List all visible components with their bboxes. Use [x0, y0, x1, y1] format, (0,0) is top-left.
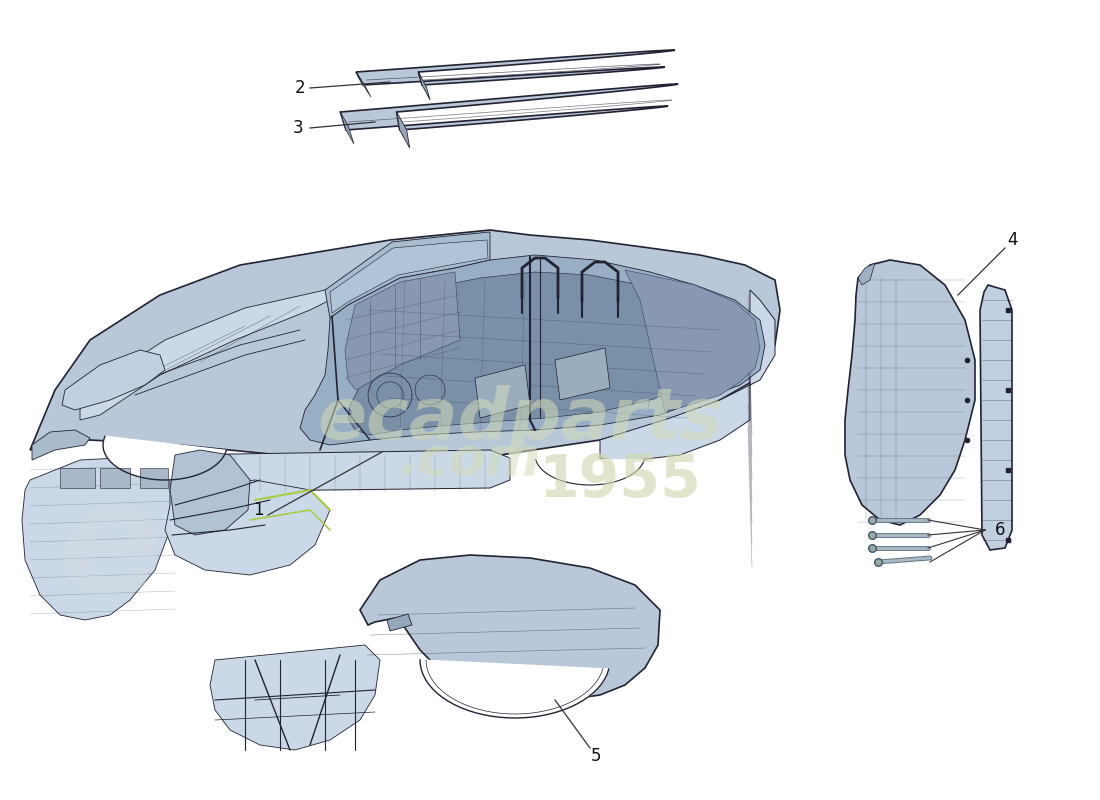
- Polygon shape: [140, 468, 168, 488]
- Polygon shape: [103, 436, 227, 480]
- Polygon shape: [556, 348, 610, 400]
- Polygon shape: [387, 614, 412, 631]
- Polygon shape: [345, 272, 460, 390]
- Polygon shape: [356, 50, 675, 85]
- Polygon shape: [30, 230, 780, 460]
- Polygon shape: [418, 72, 430, 100]
- Polygon shape: [170, 450, 510, 492]
- Polygon shape: [165, 480, 330, 575]
- Text: 2: 2: [295, 79, 306, 97]
- Polygon shape: [32, 430, 90, 460]
- Polygon shape: [360, 555, 660, 700]
- Polygon shape: [340, 112, 354, 144]
- Polygon shape: [22, 455, 175, 620]
- Text: 1955: 1955: [539, 451, 702, 509]
- Text: 4: 4: [1006, 231, 1018, 249]
- Polygon shape: [845, 260, 975, 525]
- Text: ecadparts: ecadparts: [317, 386, 723, 454]
- Polygon shape: [330, 240, 488, 313]
- Text: .com: .com: [398, 434, 541, 486]
- Polygon shape: [100, 468, 130, 488]
- Polygon shape: [300, 255, 764, 445]
- Polygon shape: [348, 272, 720, 435]
- Text: 5: 5: [591, 747, 602, 765]
- Polygon shape: [980, 285, 1012, 550]
- Polygon shape: [80, 290, 340, 420]
- Text: 3: 3: [293, 119, 304, 137]
- Polygon shape: [210, 645, 380, 750]
- Polygon shape: [420, 660, 608, 718]
- Polygon shape: [536, 460, 645, 485]
- Polygon shape: [60, 468, 95, 488]
- Polygon shape: [475, 365, 530, 418]
- Polygon shape: [625, 270, 760, 412]
- Polygon shape: [62, 350, 165, 410]
- Polygon shape: [170, 450, 250, 535]
- Polygon shape: [356, 72, 371, 97]
- Text: 6: 6: [996, 521, 1005, 539]
- Polygon shape: [397, 112, 409, 148]
- Text: e: e: [58, 475, 162, 625]
- Polygon shape: [858, 263, 874, 285]
- Polygon shape: [600, 290, 775, 462]
- Polygon shape: [324, 232, 490, 318]
- Text: 1: 1: [253, 501, 263, 519]
- Polygon shape: [340, 84, 678, 130]
